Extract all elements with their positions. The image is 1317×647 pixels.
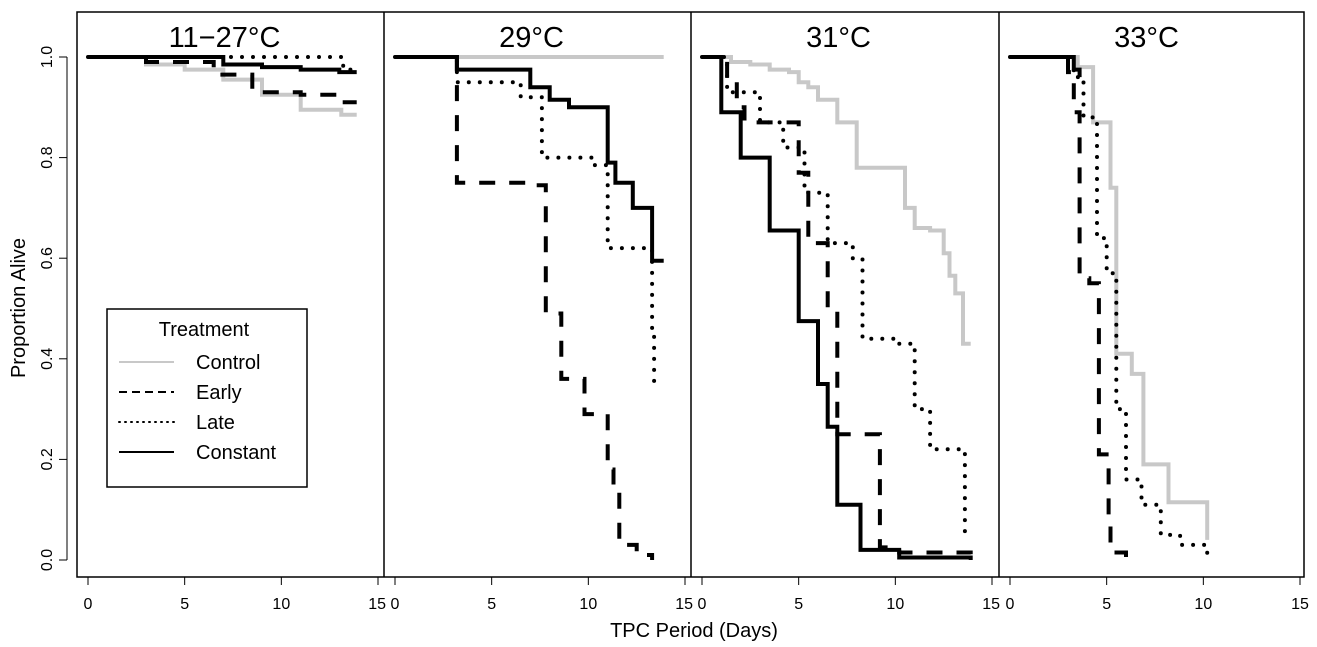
- x-tick-label: 10: [1194, 596, 1212, 613]
- x-tick-label: 5: [1102, 596, 1111, 613]
- series-line-late: [393, 55, 657, 391]
- y-tick-label: 1.0: [39, 46, 56, 68]
- series-line-control: [702, 55, 971, 346]
- x-tick-label: 15: [1291, 596, 1309, 613]
- series-line-early: [1010, 55, 1128, 560]
- x-tick-label: 0: [84, 596, 93, 613]
- y-tick-label: 0.2: [39, 448, 56, 470]
- axes-layer: 0 5 10 15 0 5 10 15 0 5 10 15 0 5 10 15 0.0 0.2 0.4 0.6 0.8 1…: [39, 11, 1309, 613]
- panel-title: 31°C: [806, 22, 871, 54]
- y-axis: 0.0 0.2 0.4 0.6 0.8 1.0: [39, 46, 68, 571]
- x-tick-label: 15: [982, 596, 1000, 613]
- x-axis: 0 5 10 15: [391, 576, 693, 613]
- x-tick-label: 5: [487, 596, 496, 613]
- legend-box: [106, 308, 308, 488]
- x-tick-label: 5: [794, 596, 803, 613]
- series-line-early: [702, 55, 973, 560]
- y-tick-label: 0.0: [39, 549, 56, 571]
- legend-label-constant: Constant: [196, 442, 276, 464]
- x-axis-title: TPC Period (Days): [610, 620, 778, 642]
- series-line-control: [1010, 55, 1210, 540]
- series-line-control: [88, 55, 357, 117]
- x-tick-label: 0: [698, 596, 707, 613]
- panel-title: 33°C: [1114, 22, 1179, 54]
- panels-layer: 11−27°C 29°C 31°C 33°C: [86, 22, 1210, 560]
- series-line-early: [395, 55, 655, 560]
- x-tick-label: 15: [675, 596, 693, 613]
- panel: 11−27°C: [86, 22, 359, 117]
- x-tick-label: 15: [368, 596, 386, 613]
- series-line-late: [86, 55, 359, 72]
- y-tick-label: 0.6: [39, 247, 56, 269]
- panel: 33°C: [1008, 22, 1210, 560]
- x-tick-label: 5: [180, 596, 189, 613]
- x-tick-label: 10: [272, 596, 290, 613]
- y-tick-label: 0.8: [39, 146, 56, 168]
- panel-title: 11−27°C: [169, 22, 281, 54]
- legend-label-early: Early: [196, 382, 242, 404]
- x-axis: 0 5 10 15: [84, 576, 386, 613]
- panel-title: 29°C: [499, 22, 564, 54]
- series-line-constant: [88, 55, 357, 75]
- legend-label-late: Late: [196, 412, 235, 434]
- x-tick-label: 0: [1006, 596, 1015, 613]
- legend-label-control: Control: [196, 352, 260, 374]
- x-axis: 0 5 10 15: [698, 576, 1000, 613]
- legend: Treatment Control Early Late Constant: [106, 308, 308, 488]
- series-line-early: [88, 55, 357, 105]
- x-axis: 0 5 10 15: [1006, 576, 1309, 613]
- panel: 31°C: [700, 22, 973, 560]
- series-line-constant: [1010, 55, 1082, 78]
- x-tick-label: 10: [886, 596, 904, 613]
- series-line-constant: [395, 55, 664, 263]
- x-tick-label: 10: [579, 596, 597, 613]
- y-tick-label: 0.4: [39, 348, 56, 370]
- y-axis-title: Proportion Alive: [8, 238, 30, 378]
- series-line-constant: [702, 55, 973, 560]
- panel: 29°C: [393, 22, 664, 560]
- legend-title: Treatment: [159, 319, 250, 341]
- x-tick-label: 0: [391, 596, 400, 613]
